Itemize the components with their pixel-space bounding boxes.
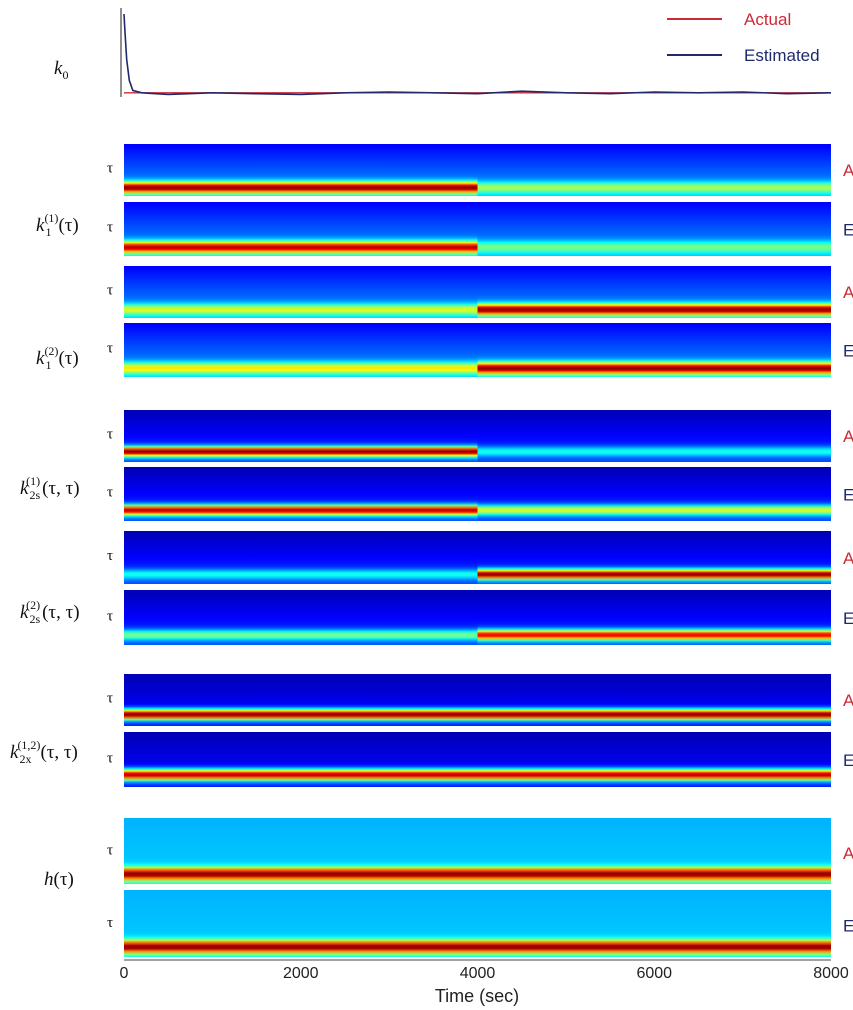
- heatmap-2-estimated-after-switch: [477, 323, 831, 377]
- heatmap-5-estimated-before-switch: [124, 732, 478, 787]
- heatmap-1-estimated-after-switch: [477, 202, 831, 256]
- heatmap-2-actual-before-switch: [124, 266, 478, 318]
- k1-1-sub: 1: [45, 225, 51, 239]
- k0-label: k0: [54, 58, 68, 82]
- heatmap-5-estimated-tau-label: τ: [107, 750, 113, 766]
- k1-1-sup: (1): [44, 211, 58, 225]
- heatmap-4-estimated-side-tag: E: [843, 609, 853, 628]
- x-tick-6000: 6000: [636, 965, 672, 982]
- heatmap-3-actual-tau-label: τ: [107, 427, 113, 443]
- x-tick-2000: 2000: [283, 965, 319, 982]
- x-tick-0: 0: [120, 965, 129, 982]
- heatmap-1-actual-side-tag: A: [843, 161, 853, 180]
- heatmap-1-actual-after-switch: [477, 144, 831, 196]
- heatmap-5-estimated-side-tag: E: [843, 751, 853, 770]
- heatmap-6-estimated-before-switch: [124, 890, 478, 957]
- heatmap-6-actual-side-tag: A: [843, 844, 853, 863]
- heatmap-6-actual-tau-label: τ: [107, 842, 113, 858]
- k1-1-main: k: [36, 215, 45, 236]
- k0-panel: k0: [54, 8, 832, 97]
- h-arg: (τ): [54, 869, 74, 890]
- heatmap-5-actual-after-switch: [477, 674, 831, 726]
- heatmap-2-actual-after-switch: [477, 266, 831, 318]
- heatmap-3-actual-side-tag: A: [843, 427, 853, 446]
- heatmap-4-actual-after-switch: [477, 531, 831, 584]
- k2x-12-sup: (1,2): [17, 738, 40, 752]
- legend: Actual Estimated: [667, 10, 820, 65]
- row-label-k2s-1: k2s(1) (τ, τ): [20, 474, 80, 502]
- heatmap-4-estimated-tau-label: τ: [107, 608, 113, 624]
- heatmap-2-estimated-side-tag: E: [843, 342, 853, 361]
- heatmap-6-estimated-after-switch: [477, 890, 831, 957]
- k0-label-main: k: [54, 58, 63, 79]
- heatmap-3-estimated-before-switch: [124, 467, 478, 521]
- heatmap-5-actual-side-tag: A: [843, 691, 853, 710]
- h-main: h: [44, 869, 54, 890]
- heatmap-6-estimated-side-tag: E: [843, 917, 853, 936]
- legend-actual-label: Actual: [744, 10, 791, 29]
- heatmap-4-estimated-before-switch: [124, 590, 478, 645]
- k0-label-sub: 0: [62, 68, 68, 82]
- heatmap-3-estimated-after-switch: [477, 467, 831, 521]
- x-axis-label: Time (sec): [435, 986, 519, 1006]
- heatmap-3-actual-after-switch: [477, 410, 831, 462]
- row-label-k1-2: k1(2)(τ): [36, 344, 79, 372]
- tau-axis-labels: τ τ τ τ τ τ τ τ τ τ τ τ: [107, 161, 113, 931]
- k1-2-arg: (τ): [58, 348, 78, 369]
- k2x-12-main: k: [10, 742, 19, 763]
- heatmap-1-actual-before-switch: [124, 144, 478, 196]
- heatmap-4-actual-side-tag: A: [843, 549, 853, 568]
- k2s-2-main: k: [20, 602, 29, 623]
- heatmap-3-estimated-tau-label: τ: [107, 485, 113, 501]
- row-label-k1-1: k1(1)(τ): [36, 211, 79, 239]
- k1-2-sup: (2): [44, 344, 58, 358]
- legend-estimated-label: Estimated: [744, 46, 820, 65]
- row-label-k2x-12: k2x(1,2)(τ, τ): [10, 738, 78, 766]
- k2x-12-sub: 2x: [19, 752, 31, 766]
- heatmap-1-actual-tau-label: τ: [107, 161, 113, 177]
- heatmap-2-estimated-tau-label: τ: [107, 341, 113, 357]
- heatmap-4-actual-tau-label: τ: [107, 548, 113, 564]
- heatmap-3-actual-before-switch: [124, 410, 478, 462]
- heatmap-2-actual-side-tag: A: [843, 283, 853, 302]
- heatmap-4-estimated-after-switch: [477, 590, 831, 645]
- heatmap-2-actual-tau-label: τ: [107, 283, 113, 299]
- heatmap-1-estimated-tau-label: τ: [107, 220, 113, 236]
- heatmap-5-actual-before-switch: [124, 674, 478, 726]
- k2s-1-arg: (τ, τ): [42, 478, 79, 499]
- row-label-h: h(τ): [44, 869, 74, 890]
- heatmap-5-actual-tau-label: τ: [107, 691, 113, 707]
- heatmap-5-estimated-after-switch: [477, 732, 831, 787]
- heatmap-6-actual-after-switch: [477, 818, 831, 884]
- heatmap-2-estimated-before-switch: [124, 323, 478, 377]
- heatmap-1-estimated-before-switch: [124, 202, 478, 256]
- k2s-1-main: k: [20, 478, 29, 499]
- x-axis: 0 2000 4000 6000 8000 Time (sec): [120, 959, 849, 1006]
- heatmap-3-estimated-side-tag: E: [843, 486, 853, 505]
- actual-estimated-tags: A E A E A E A E A E A E: [843, 161, 853, 935]
- k2s-2-sub: 2s: [29, 612, 40, 626]
- heatmap-panels: [124, 144, 831, 957]
- k0-estimated-line: [123, 13, 832, 96]
- x-tick-4000: 4000: [460, 965, 496, 982]
- k2s-1-sup: (1): [26, 474, 40, 488]
- heatmap-1-estimated-side-tag: E: [843, 221, 853, 240]
- k2s-2-arg: (τ, τ): [42, 602, 79, 623]
- k2x-12-arg: (τ, τ): [40, 742, 77, 763]
- k2s-1-sub: 2s: [29, 488, 40, 502]
- heatmap-6-estimated-tau-label: τ: [107, 915, 113, 931]
- heatmap-6-actual-before-switch: [124, 818, 478, 884]
- x-tick-8000: 8000: [813, 965, 849, 982]
- heatmap-4-actual-before-switch: [124, 531, 478, 584]
- k1-2-sub: 1: [45, 358, 51, 372]
- k1-2-main: k: [36, 348, 45, 369]
- k1-1-arg: (τ): [58, 215, 78, 236]
- k2s-2-sup: (2): [26, 598, 40, 612]
- row-label-k2s-2: k2s(2) (τ, τ): [20, 598, 80, 626]
